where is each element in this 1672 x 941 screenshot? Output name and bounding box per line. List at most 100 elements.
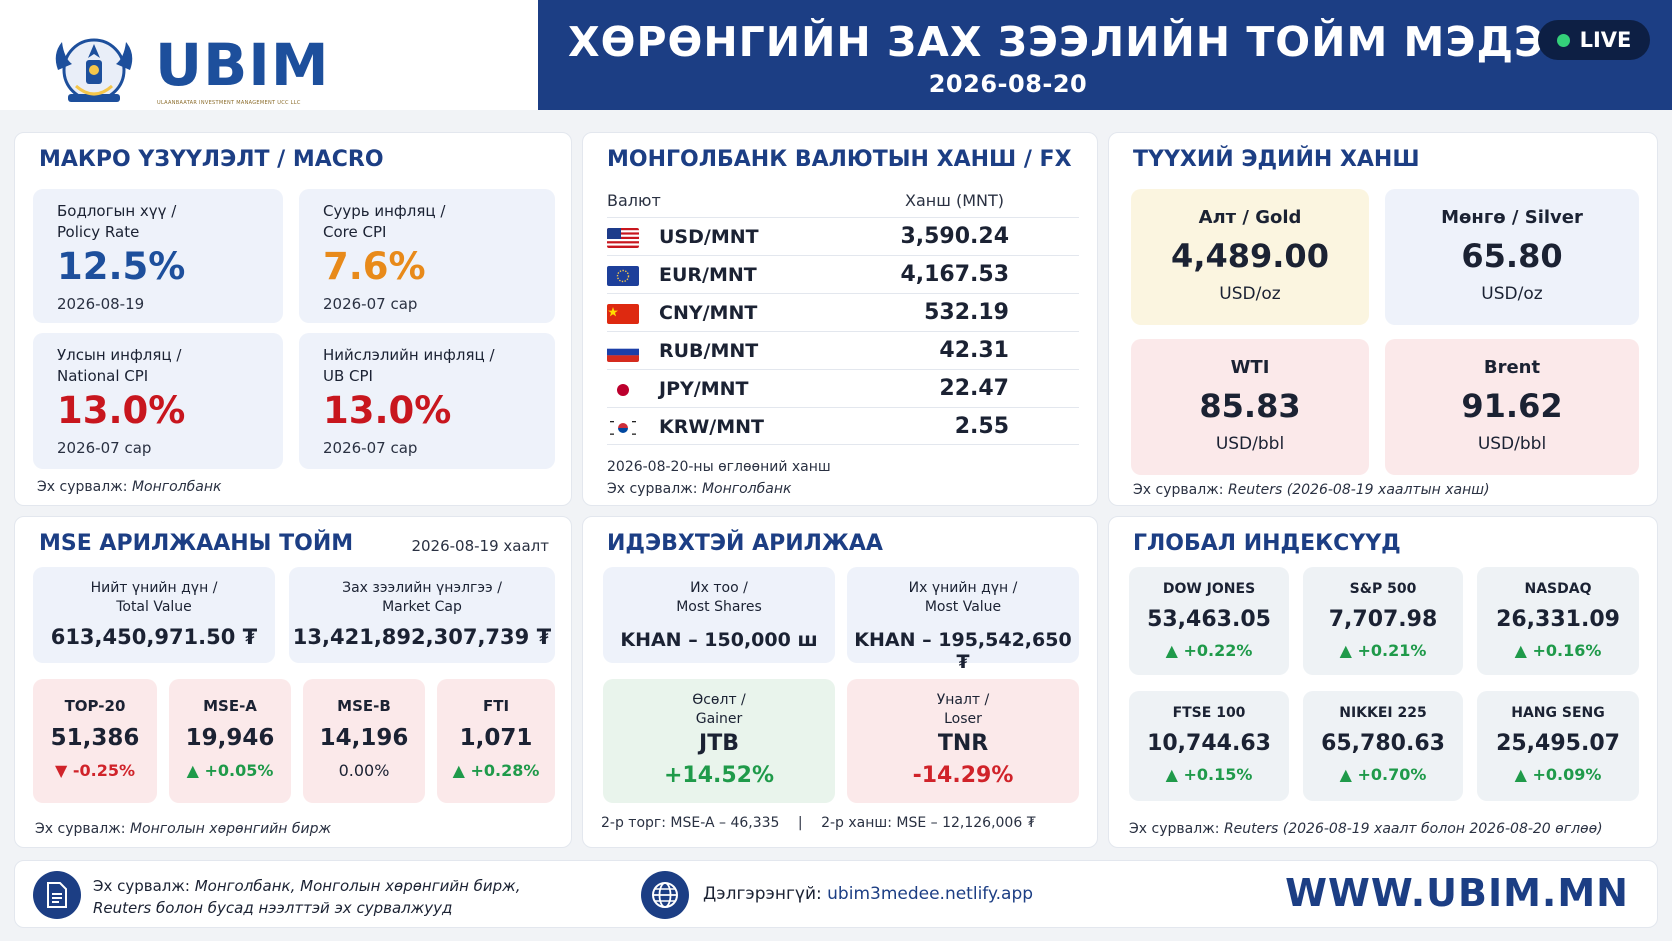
brent-card: Brent 91.62 USD/bbl [1385,339,1639,475]
market-cap-label: Зах зээлийн үнэлгээ / [342,580,502,596]
global-title: ГЛОБАЛ ИНДЕКСҮҮД [1133,531,1401,556]
active-note: 2-р торг: MSE-A – 46,335 | 2-р ханш: MSE… [601,815,1036,831]
silver-value: 65.80 [1461,237,1563,275]
fx-source: Эх сурвалж: Монголбанк [607,481,792,497]
core-cpi-label: Суурь инфляц / [323,202,446,220]
global-index-card: NASDAQ 26,331.09 ▲ +0.16% [1477,567,1639,675]
footer: Эх сурвалж: Монголбанк, Монголын хөрөнги… [14,860,1658,928]
eu-flag-icon [607,266,639,286]
wti-card: WTI 85.83 USD/bbl [1131,339,1369,475]
note-separator: | [797,815,803,831]
logo-area: UBIM ULAANBAATAR INVESTMENT MANAGEMENT U… [0,0,538,110]
fx-rate: 2.55 [954,414,1009,439]
top20-value: 51,386 [50,725,140,751]
us-flag-icon [607,228,639,248]
fx-pair: KRW/MNT [659,416,765,438]
fx-pair: JPY/MNT [659,378,749,400]
active-title: ИДЭВХТЭЙ АРИЛЖАА [607,531,883,556]
brand-logo-text: UBIM [155,31,330,99]
document-icon [33,871,81,919]
gainer-name: JTB [699,731,739,756]
fx-col-currency: Валют [607,191,661,210]
silver-unit: USD/oz [1481,284,1543,304]
more-link[interactable]: ubim3medee.netlify.app [827,884,1034,904]
fx-row: JPY/MNT 22.47 [607,369,1079,407]
loser-label: Уналт / [936,692,990,708]
brent-unit: USD/bbl [1477,434,1547,454]
mse-date: 2026-08-19 хаалт [411,537,549,555]
fx-pair: EUR/MNT [659,264,757,286]
fx-panel: МОНГОЛБАНК ВАЛЮТЫН ХАНШ / FX Валют Ханш … [582,132,1098,506]
fti-value: 1,071 [459,725,533,751]
fx-rate: 4,167.53 [900,262,1009,287]
ub-cpi-date: 2026-07 сар [323,439,418,457]
most-shares-card: Их тоо / Most Shares KHAN – 150,000 ш [603,567,835,663]
national-cpi-card: Улсын инфляц / National CPI 13.0% 2026-07… [33,333,283,469]
mse-b-value: 14,196 [319,725,409,751]
macro-panel: МАКРО ҮЗҮҮЛЭЛТ / MACRO Бодлогын хүү / Pol… [14,132,572,506]
fx-row: USD/MNT 3,590.24 [607,217,1079,255]
fx-rate: 3,590.24 [900,224,1009,249]
ru-flag-icon [607,342,639,362]
mse-a-change: ▲ +0.05% [186,761,274,780]
core-cpi-card: Суурь инфляц / Core CPI 7.6% 2026-07 сар [299,189,555,323]
total-value-card: Нийт үнийн дүн / Total Value 613,450,971.… [33,567,275,663]
market-cap-card: Зах зээлийн үнэлгээ / Market Cap 13,421,8… [289,567,555,663]
index-change: ▲ +0.21% [1339,641,1427,660]
index-value: 65,780.63 [1321,731,1445,756]
policy-rate-card: Бодлогын хүү / Policy Rate 12.5% 2026-08-… [33,189,283,323]
index-change: ▲ +0.70% [1339,765,1427,784]
fx-col-rate: Ханш (MNT) [905,191,1004,210]
index-value: 10,744.63 [1147,731,1271,756]
global-index-card: S&P 500 7,707.98 ▲ +0.21% [1303,567,1463,675]
global-index-card: FTSE 100 10,744.63 ▲ +0.15% [1129,691,1289,801]
macro-title: МАКРО ҮЗҮҮЛЭЛТ / MACRO [39,147,384,172]
loser-change: -14.29% [912,763,1014,788]
index-change: ▲ +0.22% [1165,641,1253,660]
total-value-label-en: Total Value [116,599,192,615]
fx-pair: CNY/MNT [659,302,758,324]
fx-rate: 532.19 [924,300,1009,325]
index-label: DOW JONES [1162,581,1256,597]
gainer-card: Өсөлт / Gainer JTB +14.52% [603,679,835,803]
most-value-label-en: Most Value [924,599,1002,615]
header-banner: ХӨРӨНГИЙН ЗАХ ЗЭЭЛИЙН ТОЙМ МЭДЭЭ 2026-08… [538,0,1672,110]
global-index-card: DOW JONES 53,463.05 ▲ +0.22% [1129,567,1289,675]
brand-subtitle: ULAANBAATAR INVESTMENT MANAGEMENT UCC LL… [157,100,301,106]
index-change: ▲ +0.16% [1514,641,1602,660]
gold-value: 4,489.00 [1171,237,1329,275]
most-value-value: KHAN – 195,542,650 ₮ [854,629,1072,673]
fx-title: МОНГОЛБАНК ВАЛЮТЫН ХАНШ / FX [607,147,1072,172]
live-label: LIVE [1579,28,1632,52]
gainer-change: +14.52% [663,763,775,788]
fx-note: 2026-08-20-ны өглөөний ханш [607,459,831,475]
fti-label: FTI [482,697,510,715]
live-badge: LIVE [1538,20,1650,60]
silver-label: Мөнгө / Silver [1441,207,1583,228]
loser-name: TNR [937,731,989,756]
national-cpi-label-en: National CPI [57,367,149,385]
core-cpi-label-en: Core CPI [323,223,387,241]
total-value-label: Нийт үнийн дүн / [90,580,218,596]
most-shares-label: Их тоо / [690,580,748,596]
index-label: NASDAQ [1524,581,1592,597]
most-value-label: Их үнийн дүн / [908,580,1018,596]
fx-pair: RUB/MNT [659,340,759,362]
fx-rate: 42.31 [939,338,1009,363]
page-date: 2026-08-20 [928,70,1088,98]
index-label: NIKKEI 225 [1339,705,1427,721]
national-cpi-value: 13.0% [57,389,186,432]
gainer-label-en: Gainer [695,711,743,727]
national-cpi-date: 2026-07 сар [57,439,152,457]
most-shares-value: KHAN – 150,000 ш [620,629,818,651]
global-index-card: HANG SENG 25,495.07 ▲ +0.09% [1477,691,1639,801]
global-index-card: NIKKEI 225 65,780.63 ▲ +0.70% [1303,691,1463,801]
second-session-mse: 2-р ханш: MSE – 12,126,006 ₮ [821,815,1036,831]
website-link[interactable]: WWW.UBIM.MN [1285,871,1629,915]
policy-rate-label-en: Policy Rate [57,223,140,241]
more-label: Дэлгэрэнгүй: [703,884,822,904]
index-label: S&P 500 [1349,581,1417,597]
index-label: HANG SENG [1511,705,1605,721]
policy-rate-date: 2026-08-19 [57,295,145,313]
ub-cpi-label-en: UB CPI [323,367,373,385]
